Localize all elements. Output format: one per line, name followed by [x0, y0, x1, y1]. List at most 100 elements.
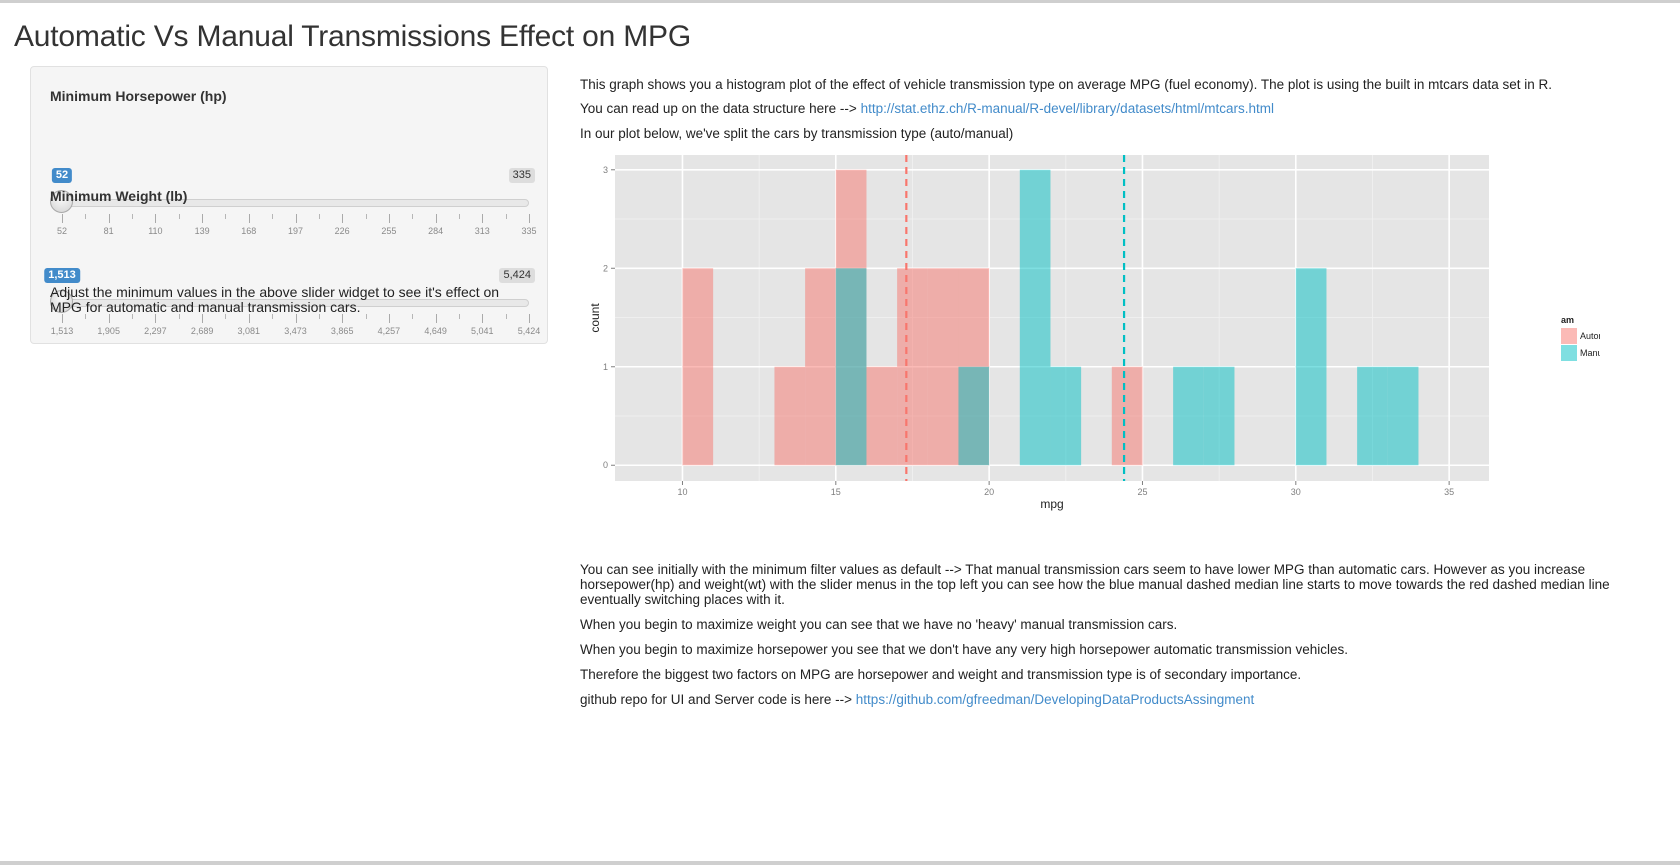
- histogram-bar-automatic: [774, 366, 806, 466]
- slider-tick: [412, 314, 414, 319]
- slider-tick: [62, 314, 63, 323]
- slider-tick-label: 1,513: [50, 326, 74, 336]
- slider-tick: [108, 314, 110, 323]
- slider-tick-label: 4,649: [424, 326, 447, 336]
- github-text: github repo for UI and Server code is he…: [580, 692, 1254, 707]
- slider-tick: [388, 214, 390, 223]
- slider-tick: [388, 314, 390, 323]
- legend-key-manual: [1561, 345, 1577, 361]
- analysis-paragraph-2: When you begin to maximize weight you ca…: [580, 617, 1178, 632]
- slider-tick-label: 313: [474, 226, 490, 236]
- slider-tick: [505, 214, 507, 219]
- slider-tick: [342, 314, 344, 323]
- legend-label-automatic: Automatic: [1580, 331, 1600, 341]
- histogram-bar-automatic: [805, 268, 836, 466]
- mtcars-docs-link[interactable]: http://stat.ethz.ch/R-manual/R-devel/lib…: [860, 101, 1274, 116]
- github-repo-link[interactable]: https://github.com/gfreedman/DevelopingD…: [855, 692, 1255, 707]
- slider-tick: [85, 314, 87, 319]
- histogram-bar-automatic: [897, 268, 928, 466]
- legend-key-automatic: [1561, 328, 1577, 344]
- slider-tick: [178, 314, 180, 319]
- slider-tick-label: 52: [56, 226, 68, 236]
- histogram-bar-automatic: [682, 268, 714, 466]
- read-up-text: You can read up on the data structure he…: [580, 101, 1274, 116]
- split-text: In our plot below, we've split the cars …: [580, 126, 1014, 141]
- slider-tick: [435, 214, 437, 223]
- slider-tick: [482, 314, 484, 323]
- slider-tick: [318, 214, 320, 219]
- wt-slider-tick-labels: 1,513 1,905 2,297 2,689 3,081 3,473 3,865 4,257…: [51, 326, 541, 338]
- slider-tick-label: 3,865: [330, 326, 354, 336]
- slider-tick: [155, 314, 157, 323]
- slider-tick: [295, 314, 297, 323]
- slider-tick: [225, 214, 227, 219]
- slider-tick: [529, 214, 530, 223]
- hp-slider-tick-labels: 52 81 110 139 168 197 226 255 284 313 335: [57, 226, 537, 238]
- slider-tick: [272, 214, 274, 219]
- hp-slider[interactable]: 52 335 52 81 110 139 168 197 226 255 284 313 335: [50, 168, 537, 238]
- slider-tick: [529, 314, 530, 323]
- slider-tick: [412, 214, 414, 219]
- slider-tick-label: 226: [334, 226, 350, 236]
- slider-tick-label: 110: [148, 226, 163, 236]
- legend-title: am: [1561, 315, 1574, 325]
- analysis-paragraph-4: Therefore the biggest two factors on MPG…: [580, 667, 1302, 682]
- wt-slider-label: Minimum Weight (lb): [50, 188, 188, 204]
- wt-slider-ticks: [62, 314, 530, 324]
- analysis-paragraph-3: When you begin to maximize horsepower yo…: [580, 642, 1348, 657]
- hp-slider-max-badge: 335: [508, 168, 535, 183]
- slider-tick: [248, 314, 250, 323]
- slider-tick: [295, 214, 297, 223]
- hp-slider-value-badge: 52: [51, 168, 73, 183]
- x-axis-title: mpg: [1040, 497, 1063, 511]
- wt-slider-handle[interactable]: [50, 290, 73, 313]
- slider-tick-label: 168: [241, 226, 257, 236]
- y-tick-label: 0: [603, 460, 608, 470]
- histogram-bar-manual: [1387, 366, 1419, 466]
- histogram-bar-manual: [1173, 366, 1204, 466]
- mpg-histogram: 10 15 20 25 30 35 0 1 2 3 mpg count am Automatic Manua…: [588, 155, 1600, 511]
- slider-tick-label: 139: [194, 226, 210, 236]
- y-tick-label: 1: [603, 362, 608, 372]
- hp-slider-label: Minimum Horsepower (hp): [50, 88, 227, 104]
- slider-tick: [505, 314, 507, 319]
- slider-tick: [178, 214, 180, 219]
- slider-tick-label: 284: [428, 226, 444, 236]
- slider-tick-label: 2,297: [144, 326, 167, 336]
- sidebar-panel: Minimum Horsepower (hp) 52 335 52 81 110 13…: [30, 66, 548, 344]
- slider-tick: [132, 214, 134, 219]
- slider-tick-label: 81: [103, 226, 114, 236]
- y-tick-label: 3: [603, 165, 608, 175]
- slider-tick: [225, 314, 227, 319]
- y-tick-label: 2: [603, 263, 608, 273]
- hp-slider-ticks: [62, 214, 530, 224]
- slider-tick: [85, 214, 87, 219]
- x-tick-label: 20: [984, 487, 994, 497]
- github-prefix: github repo for UI and Server code is he…: [580, 692, 853, 707]
- histogram-bar-automatic: [866, 366, 898, 466]
- histogram-bar-manual: [1357, 366, 1388, 466]
- slider-tick: [458, 214, 460, 219]
- slider-tick-label: 5,424: [517, 326, 541, 336]
- slider-tick-label: 3,081: [237, 326, 261, 336]
- slider-tick-label: 1,905: [97, 326, 120, 336]
- slider-tick: [202, 214, 204, 223]
- slider-tick: [458, 314, 460, 319]
- wt-slider[interactable]: 1,513 5,424 1,513 1,905 2,297 2,689 3,081 3,4…: [44, 268, 541, 338]
- analysis-paragraph-1: You can see initially with the minimum f…: [580, 562, 1610, 607]
- slider-tick: [272, 314, 274, 319]
- top-border: [0, 0, 1680, 3]
- sidebar-help-text: Adjust the minimum values in the above s…: [50, 284, 500, 315]
- page-title: Automatic Vs Manual Transmissions Effect…: [14, 20, 691, 53]
- histogram-bar-manual: [835, 268, 867, 466]
- slider-tick: [342, 214, 344, 223]
- histogram-bar-manual: [1019, 169, 1051, 466]
- hp-slider-handle[interactable]: [50, 190, 73, 213]
- slider-tick-label: 255: [381, 226, 397, 236]
- histogram-bar-automatic: [927, 268, 959, 466]
- slider-tick-label: 197: [287, 226, 304, 236]
- histogram-bar-manual: [1203, 366, 1235, 466]
- slider-tick: [132, 314, 134, 319]
- x-tick-label: 15: [831, 487, 841, 497]
- x-tick-label: 25: [1137, 487, 1147, 497]
